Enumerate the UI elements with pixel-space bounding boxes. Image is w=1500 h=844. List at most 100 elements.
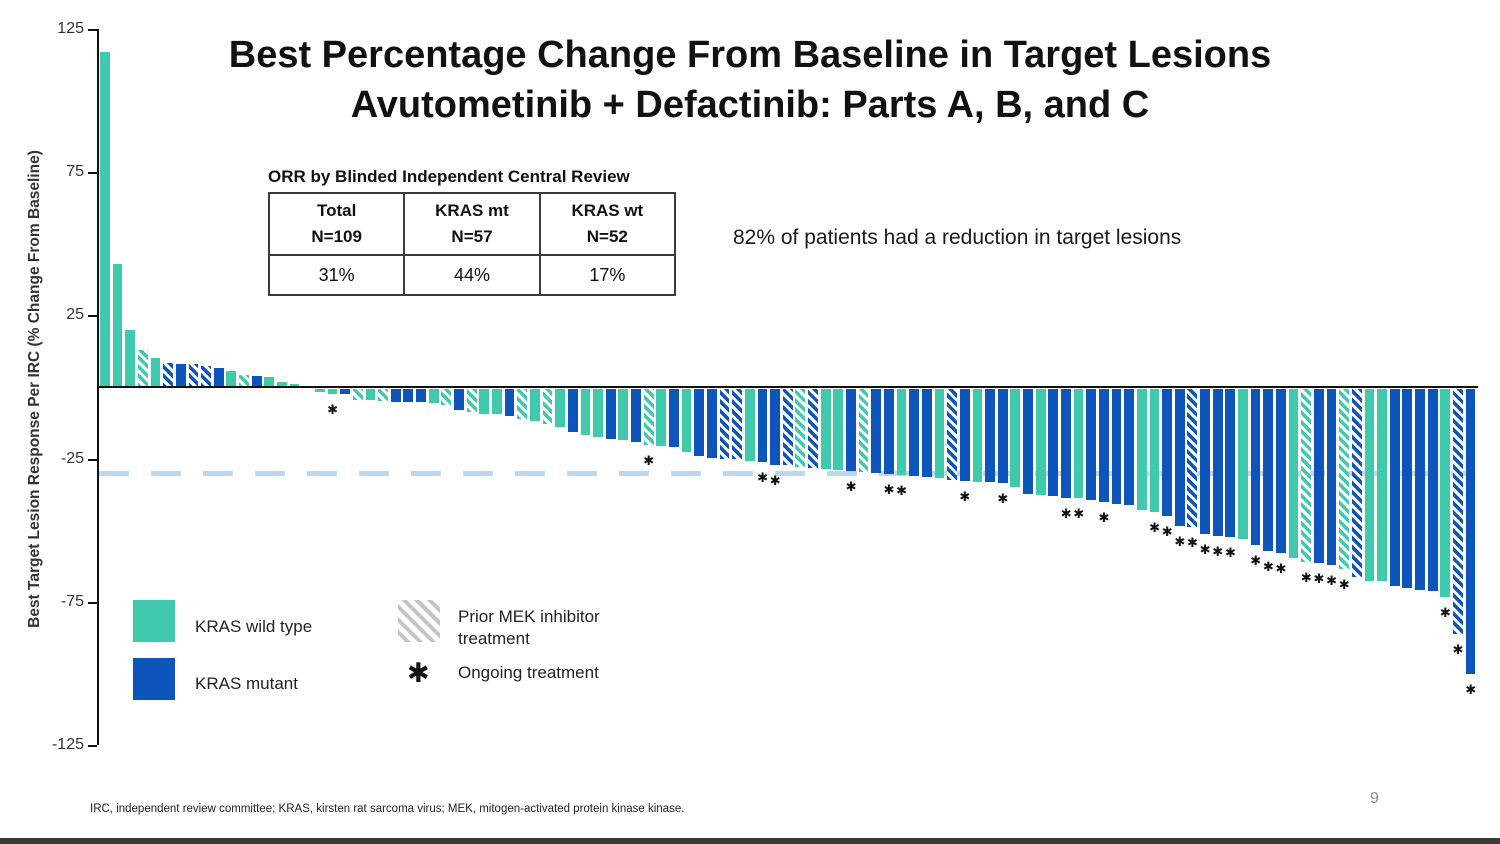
patient-bar xyxy=(1402,389,1413,589)
legend-kras-wild-type-label: KRAS wild type xyxy=(195,617,313,636)
y-tick-mark xyxy=(88,745,97,747)
patient-bar xyxy=(694,389,705,457)
patient-bar xyxy=(770,389,780,465)
patient-bar xyxy=(542,389,553,424)
patient-bar xyxy=(921,389,932,478)
zero-baseline-axis-line xyxy=(99,386,1478,388)
patient-bar xyxy=(1313,389,1324,564)
kras-mutant-swatch-icon xyxy=(133,658,175,700)
patient-bar xyxy=(1048,389,1059,496)
ongoing-treatment-asterisk: ✱ xyxy=(1465,681,1477,697)
patient-bar xyxy=(1339,389,1349,569)
patient-bar xyxy=(1162,389,1172,517)
patient-bar xyxy=(188,364,199,387)
patient-bar xyxy=(1086,389,1097,500)
orr-table-block: ORR by Blinded Independent Central Revie… xyxy=(267,167,677,296)
ongoing-treatment-asterisk: ✱ xyxy=(896,482,908,498)
ongoing-treatment-asterisk: ✱ xyxy=(1060,505,1072,521)
patient-bar xyxy=(706,389,717,458)
patient-bar xyxy=(846,389,856,471)
patient-bar xyxy=(1073,389,1084,499)
patient-bar xyxy=(428,389,439,403)
ongoing-treatment-asterisk: ✱ xyxy=(1313,571,1325,587)
patient-bar xyxy=(289,383,300,387)
patient-bar xyxy=(175,364,186,387)
patient-bar xyxy=(1238,389,1248,540)
footnote-abbreviations: IRC, independent review committee; KRAS,… xyxy=(90,803,685,815)
patient-bar xyxy=(631,389,641,442)
ongoing-treatment-asterisk: ✱ xyxy=(997,491,1009,507)
patient-bar xyxy=(959,389,970,481)
ongoing-treatment-asterisk: ✱ xyxy=(1326,572,1338,588)
y-tick-label: 25 xyxy=(66,306,84,323)
ongoing-treatment-asterisk: ✱ xyxy=(1262,558,1274,574)
patient-bar xyxy=(947,389,957,480)
y-tick-mark xyxy=(88,602,97,604)
patient-bar xyxy=(365,389,376,401)
patient-bar xyxy=(593,389,603,437)
patient-bar xyxy=(820,389,831,469)
patient-bar xyxy=(251,375,262,387)
patient-bar xyxy=(1200,389,1210,535)
patient-bar xyxy=(137,349,148,387)
patient-bar xyxy=(883,389,894,475)
patient-bar xyxy=(125,329,136,387)
patient-bar xyxy=(352,389,363,400)
ongoing-treatment-asterisk: ✱ xyxy=(757,470,768,486)
patient-bar xyxy=(643,389,654,445)
patient-bar xyxy=(1364,389,1375,581)
patient-bar xyxy=(1440,389,1451,598)
y-tick-mark xyxy=(88,29,97,31)
patient-bar xyxy=(517,389,528,419)
ongoing-treatment-asterisk: ✱ xyxy=(1338,576,1350,592)
reduction-annotation: 82% of patients had a reduction in targe… xyxy=(733,226,1182,249)
patient-bar xyxy=(441,389,452,406)
patient-bar xyxy=(1136,389,1147,511)
ongoing-treatment-asterisk: ✱ xyxy=(1149,520,1160,536)
y-tick-mark xyxy=(88,172,97,174)
patient-bar xyxy=(934,389,945,479)
patient-bar xyxy=(1275,389,1286,554)
patient-bar xyxy=(340,389,351,395)
patient-bar xyxy=(909,389,920,477)
patient-bar xyxy=(1010,389,1021,487)
patient-bar xyxy=(239,375,249,387)
page-number: 9 xyxy=(1370,790,1379,807)
ongoing-treatment-asterisk: ✱ xyxy=(1452,641,1464,657)
patient-bar xyxy=(858,389,869,473)
ongoing-treatment-asterisk: ✱ xyxy=(1187,535,1198,551)
ongoing-treatment-asterisk: ✱ xyxy=(959,488,971,504)
legend-prior-mek-label: Prior MEK inhibitor treatment xyxy=(458,607,600,648)
patient-bar xyxy=(871,389,882,474)
patient-bar xyxy=(656,389,667,446)
patient-bar xyxy=(744,389,755,462)
y-tick-mark xyxy=(88,315,97,317)
patient-bar xyxy=(390,389,401,402)
patient-bar xyxy=(378,389,388,401)
patient-bar xyxy=(669,389,679,448)
ongoing-treatment-asterisk: ✱ xyxy=(845,478,857,494)
patient-bar xyxy=(732,389,743,460)
prior-mek-hatch-swatch-icon xyxy=(398,600,440,642)
patient-bar xyxy=(100,51,110,387)
patient-bar xyxy=(795,389,806,468)
patient-bar xyxy=(1453,389,1463,634)
patient-bar xyxy=(1301,389,1312,563)
patient-bar xyxy=(403,389,414,402)
patient-bar xyxy=(1389,389,1400,587)
patient-bar xyxy=(719,389,730,459)
orr-col-header-kras-wt: KRAS wt N=52 xyxy=(538,192,677,256)
patient-bar xyxy=(213,368,224,387)
ongoing-treatment-asterisk: ✱ xyxy=(1098,509,1110,525)
patient-bar xyxy=(1326,389,1337,565)
patient-bar xyxy=(1288,389,1299,559)
patient-bar xyxy=(1250,389,1261,546)
waterfall-plot: ✱ ✱ ✱ ✱ ✱ ✱ ✱ ✱ ✱ ✱ ✱ ✱ ✱ ✱ ✱ ✱ ✱ ✱ ✱ ✱ ✱ ✱ ✱ ✱ ✱ ✱ ✱ ✱ ✱ xyxy=(99,29,1478,745)
minus-30-percent-dashed-reference-line xyxy=(99,470,1471,476)
legend-ongoing-treatment-label: Ongoing treatment xyxy=(458,663,599,682)
orr-value-total: 31% xyxy=(267,254,406,296)
patient-bar xyxy=(1427,389,1438,591)
ongoing-treatment-asterisk: ✱ xyxy=(1212,543,1224,559)
patient-bar xyxy=(567,389,578,432)
patient-bar xyxy=(150,358,161,387)
